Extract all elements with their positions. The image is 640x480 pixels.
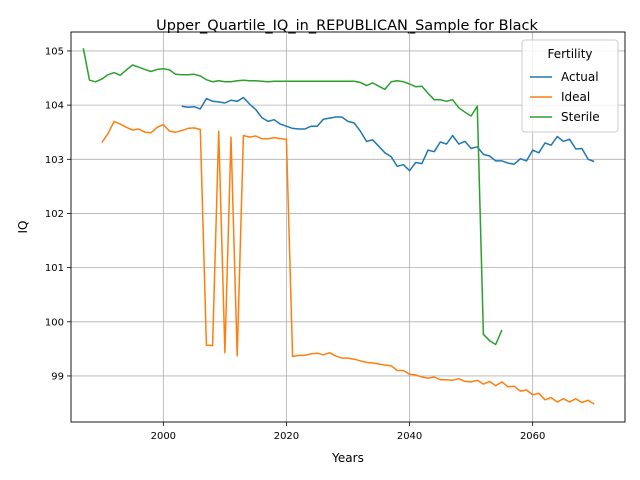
x-tick-label: 2000 bbox=[151, 431, 176, 442]
x-tick-label: 2040 bbox=[397, 431, 422, 442]
y-tick-label: 104 bbox=[45, 101, 64, 112]
plot-series bbox=[82, 48, 595, 405]
grid bbox=[71, 32, 625, 422]
x-axis-label: Years bbox=[331, 451, 364, 465]
x-tick-label: 2020 bbox=[274, 431, 299, 442]
series-line-ideal bbox=[101, 120, 595, 405]
legend-title: Fertility bbox=[547, 47, 592, 61]
y-tick-label: 103 bbox=[45, 155, 64, 166]
axis-ticks: 2000 2020 2040 2060 99 100 101 102 103 104 105 bbox=[45, 46, 545, 442]
series-line-actual bbox=[181, 96, 595, 172]
series-line-sterile bbox=[82, 48, 503, 346]
legend-label-actual: Actual bbox=[561, 70, 599, 84]
y-tick-label: 102 bbox=[45, 209, 64, 220]
y-tick-label: 105 bbox=[45, 46, 64, 57]
legend-label-sterile: Sterile bbox=[561, 110, 600, 124]
legend: Fertility Actual Ideal Sterile bbox=[521, 39, 619, 133]
chart-title: Upper_Quartile_IQ_in_REPUBLICAN_Sample f… bbox=[156, 18, 538, 34]
y-tick-label: 100 bbox=[45, 317, 64, 328]
y-tick-label: 101 bbox=[45, 263, 64, 274]
legend-box bbox=[521, 39, 619, 133]
x-tick-label: 2060 bbox=[520, 431, 545, 442]
plot-frame bbox=[70, 31, 626, 423]
y-tick-label: 99 bbox=[51, 371, 64, 382]
legend-label-ideal: Ideal bbox=[561, 90, 590, 104]
y-axis-label: IQ bbox=[16, 221, 30, 234]
